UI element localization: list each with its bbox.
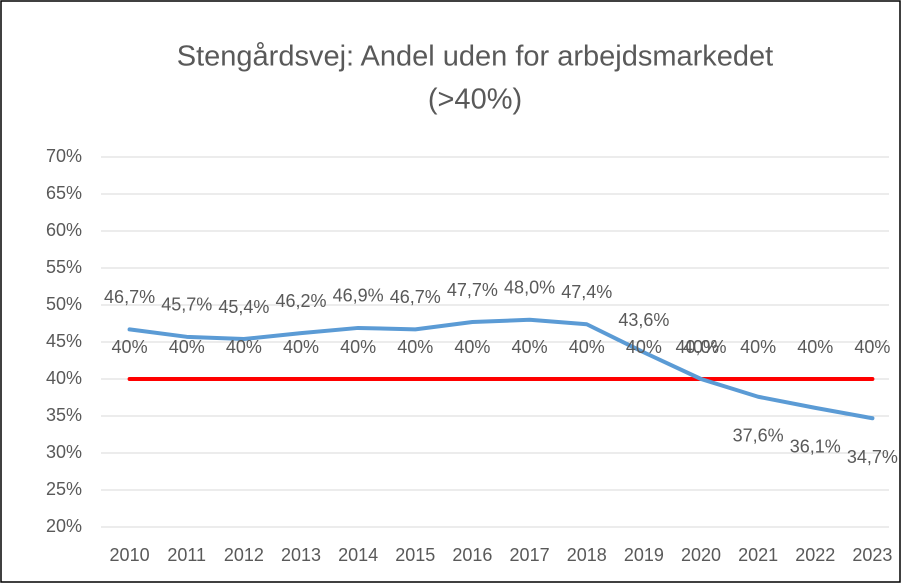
data-label: 40% (169, 337, 205, 357)
data-label: 43,6% (618, 310, 669, 330)
data-label: 40% (226, 337, 262, 357)
x-tick-label: 2016 (452, 545, 492, 565)
data-label: 37,6% (733, 426, 784, 446)
data-label: 46,2% (275, 291, 326, 311)
y-tick-label: 40% (46, 368, 82, 388)
data-label: 46,7% (390, 287, 441, 307)
data-label: 48,0% (504, 278, 555, 298)
y-tick-label: 25% (46, 479, 82, 499)
data-label: 40% (340, 337, 376, 357)
data-label: 40% (569, 337, 605, 357)
data-label: 34,7% (847, 447, 898, 467)
data-label: 40% (740, 337, 776, 357)
data-label: 40% (283, 337, 319, 357)
chart-title: Stengårdsvej: Andel uden for arbejdsmark… (177, 41, 773, 73)
x-tick-label: 2011 (167, 545, 206, 565)
data-label: 45,7% (161, 295, 212, 315)
y-tick-label: 35% (46, 405, 82, 425)
data-label: 40% (626, 337, 662, 357)
x-tick-label: 2015 (395, 545, 435, 565)
data-label: 40% (854, 337, 890, 357)
data-label: 45,4% (218, 297, 269, 317)
x-tick-label: 2017 (510, 545, 550, 565)
x-tick-label: 2022 (795, 545, 835, 565)
data-label: 46,9% (333, 286, 384, 306)
y-tick-label: 20% (46, 516, 82, 536)
x-tick-label: 2013 (281, 545, 321, 565)
x-tick-label: 2018 (567, 545, 607, 565)
data-label: 40,0% (675, 337, 726, 357)
data-label: 47,4% (561, 282, 612, 302)
y-tick-label: 50% (46, 294, 82, 314)
x-tick-label: 2019 (624, 545, 664, 565)
x-tick-label: 2014 (338, 545, 378, 565)
data-label: 47,7% (447, 280, 498, 300)
x-tick-label: 2012 (224, 545, 264, 565)
y-tick-label: 45% (46, 331, 82, 351)
data-label: 40% (512, 337, 548, 357)
x-tick-label: 2010 (110, 545, 150, 565)
y-tick-label: 30% (46, 442, 82, 462)
series-line (127, 317, 875, 421)
y-tick-label: 60% (46, 220, 82, 240)
data-label: 40% (112, 337, 148, 357)
data-label: 40% (454, 337, 490, 357)
chart-subtitle: (>40%) (428, 84, 522, 116)
data-label: 40% (683, 337, 719, 357)
data-label: 40% (397, 337, 433, 357)
y-tick-label: 55% (46, 257, 82, 277)
data-label: 46,7% (104, 287, 155, 307)
data-label: 40% (797, 337, 833, 357)
y-tick-label: 65% (46, 183, 82, 203)
data-label: 36,1% (790, 437, 841, 457)
x-tick-label: 2023 (852, 545, 892, 565)
x-tick-label: 2020 (681, 545, 721, 565)
x-tick-label: 2021 (738, 545, 778, 565)
y-tick-label: 70% (46, 146, 82, 166)
